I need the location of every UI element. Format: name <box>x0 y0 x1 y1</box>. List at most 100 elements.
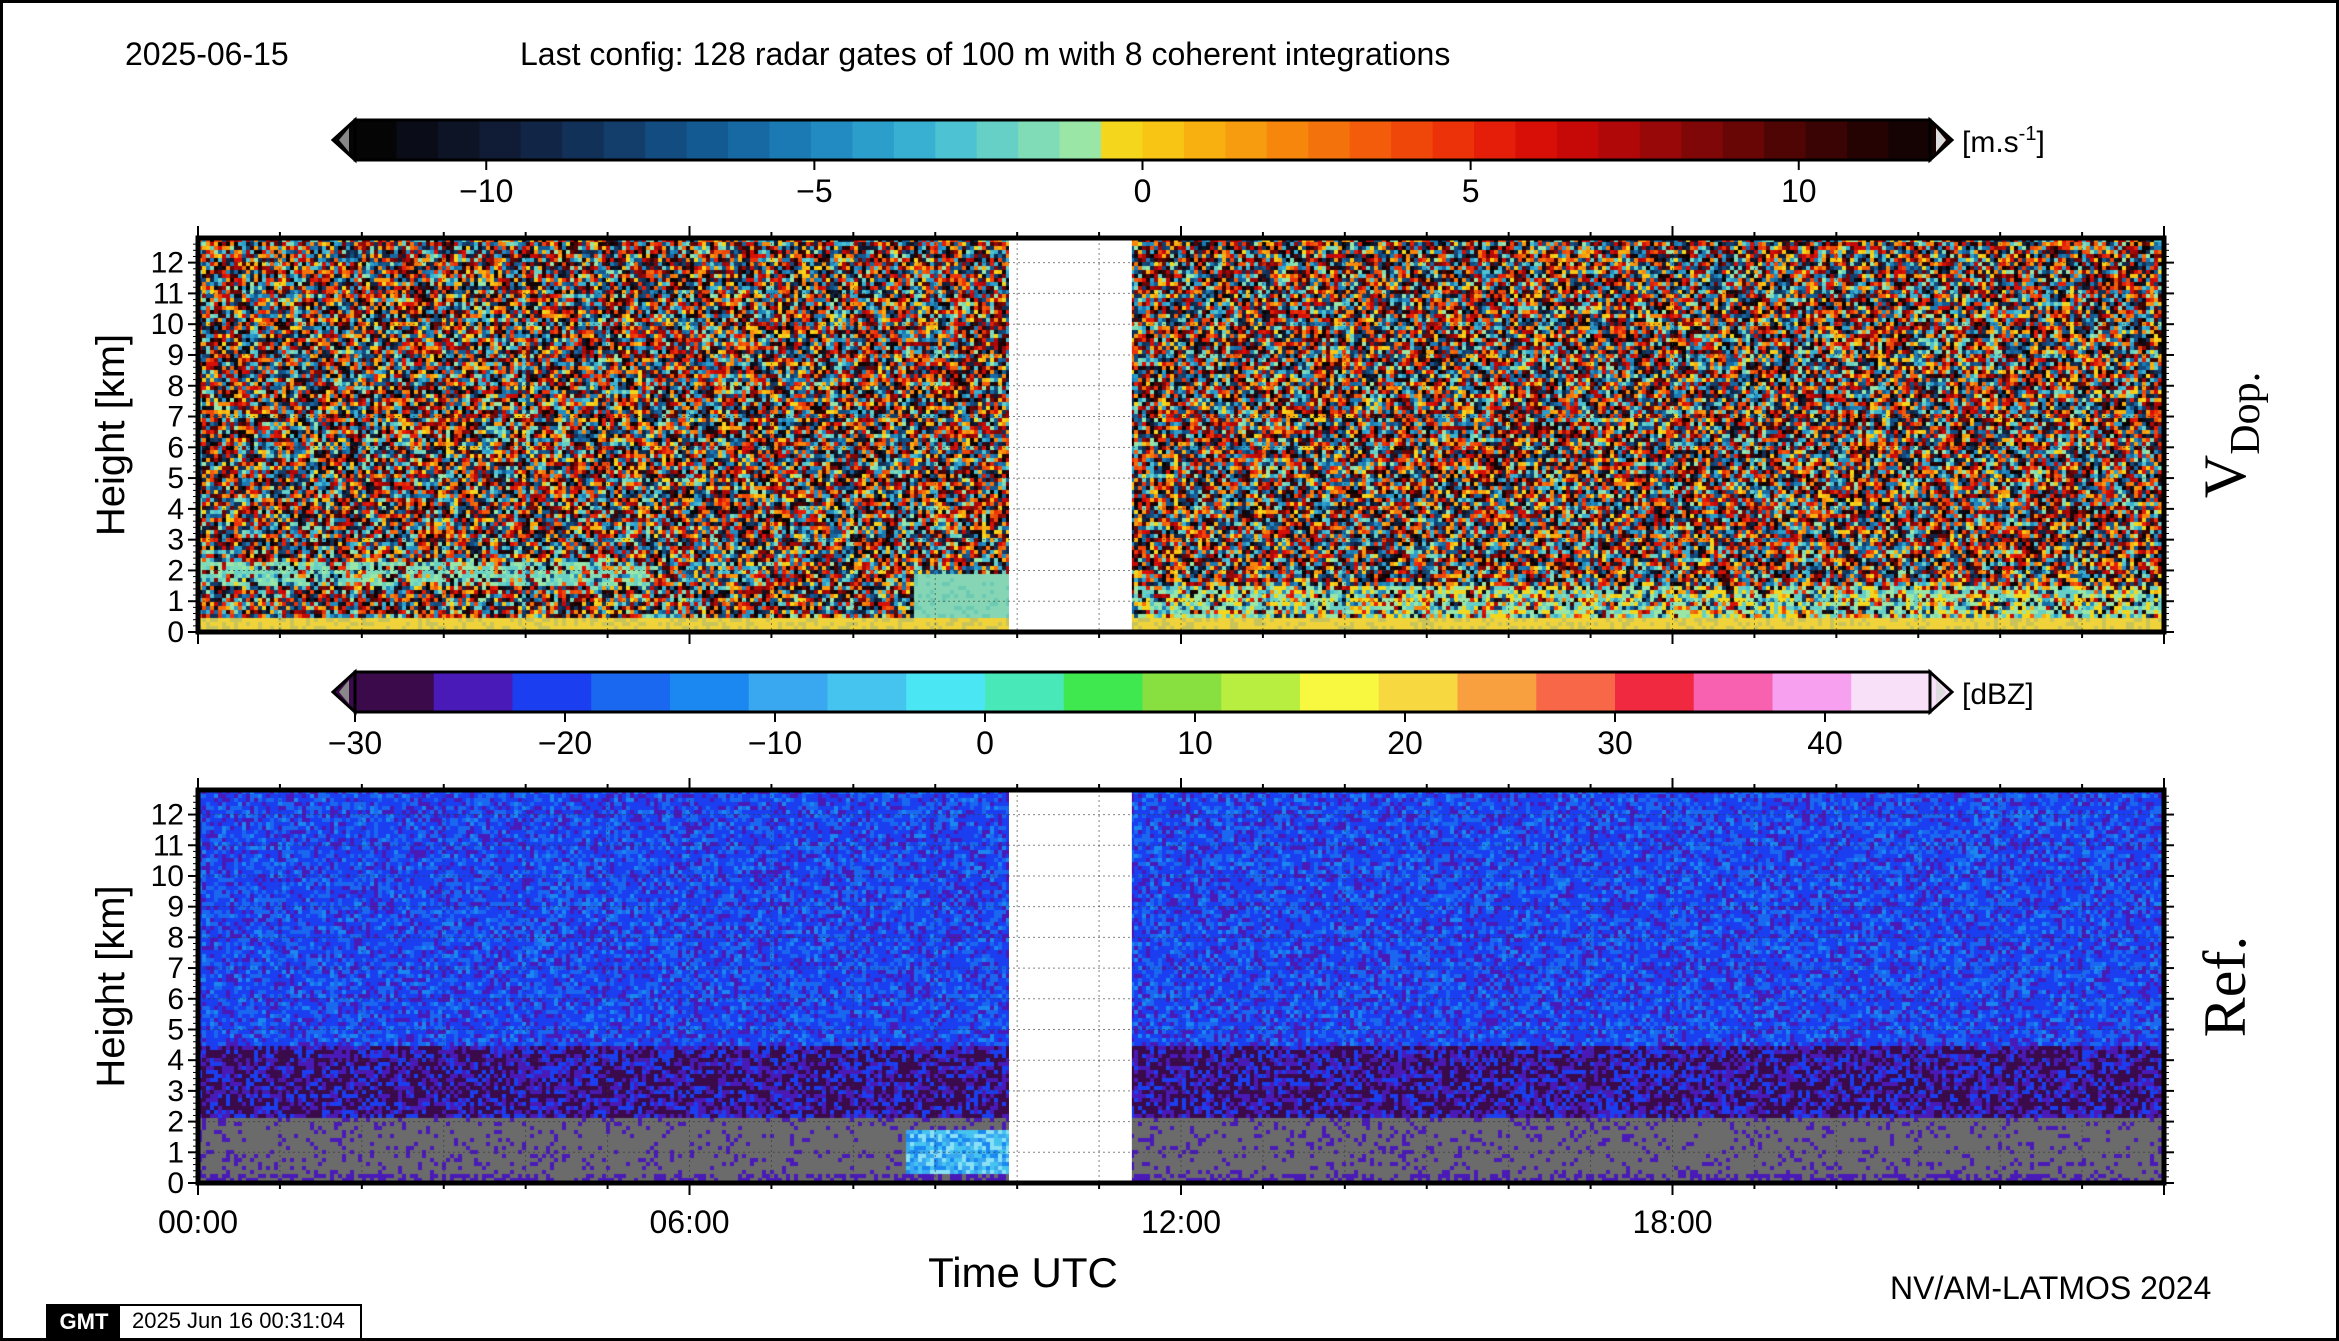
colorbar-swatch <box>935 120 978 160</box>
colorbar-swatch <box>1142 672 1222 712</box>
y-tick-label: 7 <box>167 401 184 434</box>
colorbar-tick-label: −30 <box>328 725 382 761</box>
colorbar-tick-label: 0 <box>1134 173 1152 209</box>
colorbar-swatch <box>1349 120 1392 160</box>
colorbar-swatch <box>976 120 1019 160</box>
y-tick-label: 6 <box>167 431 184 464</box>
y-tick-label: 8 <box>167 370 184 403</box>
colorbar-swatch <box>1457 672 1537 712</box>
colorbar-swatch <box>1378 672 1459 712</box>
x-tick-label: 18:00 <box>1632 1204 1712 1240</box>
x-tick-label: 12:00 <box>1141 1204 1221 1240</box>
colorbar-swatch <box>906 672 986 712</box>
y-tick-label: 2 <box>167 554 184 587</box>
y-tick-label: 6 <box>167 983 184 1016</box>
colorbar-low-arrow <box>339 680 349 704</box>
y-tick-label: 5 <box>167 1013 184 1046</box>
colorbar-swatch <box>1722 120 1765 160</box>
y-tick-label: 11 <box>153 829 184 862</box>
colorbar-swatch <box>603 120 646 160</box>
colorbar-low-arrow <box>339 128 349 152</box>
panel-label: Ref. <box>2192 936 2258 1038</box>
colorbar-swatch <box>562 120 605 160</box>
colorbar-swatch <box>645 120 688 160</box>
colorbar-swatch <box>1183 120 1226 160</box>
x-tick-label: 00:00 <box>158 1204 238 1240</box>
x-tick-label: 06:00 <box>649 1204 729 1240</box>
gmt-timestamp: 2025 Jun 16 00:31:04 <box>132 1308 345 1333</box>
colorbar-tick-label: −10 <box>459 173 513 209</box>
colorbar-swatch <box>1221 672 1301 712</box>
y-tick-label: 4 <box>167 493 184 526</box>
colorbar-swatch <box>433 672 514 712</box>
colorbar-tick-label: 0 <box>976 725 994 761</box>
colorbar-high-arrow <box>1936 128 1946 152</box>
colorbar-swatch <box>1598 120 1641 160</box>
colorbar-swatch <box>893 120 936 160</box>
colorbar-swatch <box>1225 120 1268 160</box>
data-gap <box>1008 238 1132 632</box>
colorbar-swatch <box>852 120 895 160</box>
y-tick-label: 11 <box>153 277 184 310</box>
y-tick-label: 1 <box>167 1136 184 1169</box>
colorbar-swatch <box>670 672 750 712</box>
colorbar-swatch <box>1847 120 1890 160</box>
gmt-logo: GMT <box>48 1306 120 1338</box>
colorbar-swatch <box>1474 120 1517 160</box>
colorbar-swatch <box>1300 672 1380 712</box>
colorbar-swatch <box>591 672 671 712</box>
colorbar-swatch <box>748 672 829 712</box>
y-tick-label: 8 <box>167 921 184 954</box>
colorbar-swatch <box>1391 120 1434 160</box>
y-tick-label: 0 <box>167 616 184 649</box>
colorbar-swatch <box>520 120 563 160</box>
y-tick-label: 12 <box>151 247 184 280</box>
colorbar-swatch <box>1515 120 1558 160</box>
y-tick-label: 4 <box>167 1044 184 1077</box>
colorbar-swatch <box>1266 120 1309 160</box>
colorbar-swatch <box>728 120 771 160</box>
y-tick-label: 12 <box>151 799 184 832</box>
colorbar-tick-label: 30 <box>1597 725 1633 761</box>
colorbar-tick-label: 10 <box>1177 725 1213 761</box>
colorbar-swatch <box>1772 672 1852 712</box>
colorbar-swatch <box>1432 120 1475 160</box>
colorbar-swatch <box>437 120 480 160</box>
colorbar-swatch <box>827 672 907 712</box>
colorbar-swatch <box>810 120 853 160</box>
colorbar-swatch <box>1615 672 1695 712</box>
y-tick-label: 3 <box>167 1075 184 1108</box>
colorbar-swatch <box>1063 672 1144 712</box>
y-axis-label: Height [km] <box>89 885 133 1087</box>
colorbar-unit: [dBZ] <box>1962 678 2034 711</box>
colorbar-tick-label: −20 <box>538 725 592 761</box>
colorbar-swatch <box>1681 120 1724 160</box>
colorbar-tick-label: 5 <box>1462 173 1480 209</box>
y-tick-label: 10 <box>151 308 184 341</box>
y-tick-label: 2 <box>167 1106 184 1139</box>
colorbar-swatch <box>355 120 398 160</box>
x-axis-label: Time UTC <box>928 1249 1118 1296</box>
colorbar-swatch <box>1693 672 1774 712</box>
y-tick-label: 5 <box>167 462 184 495</box>
colorbar-swatch <box>985 672 1065 712</box>
y-tick-label: 9 <box>167 339 184 372</box>
y-tick-label: 7 <box>167 952 184 985</box>
colorbar-swatch <box>512 672 592 712</box>
colorbar-swatch <box>1851 672 1931 712</box>
colorbar-swatch <box>1536 672 1616 712</box>
colorbar-swatch <box>1805 120 1848 160</box>
colorbar-swatch <box>396 120 439 160</box>
colorbar-tick-label: −5 <box>796 173 832 209</box>
colorbar-swatch <box>1888 120 1931 160</box>
colorbar-high-arrow <box>1936 680 1946 704</box>
colorbar-swatch <box>1142 120 1185 160</box>
colorbar-swatch <box>1639 120 1682 160</box>
y-tick-label: 3 <box>167 524 184 557</box>
y-tick-label: 1 <box>167 585 184 618</box>
colorbar-unit: [m.s-1] <box>1962 123 2045 159</box>
